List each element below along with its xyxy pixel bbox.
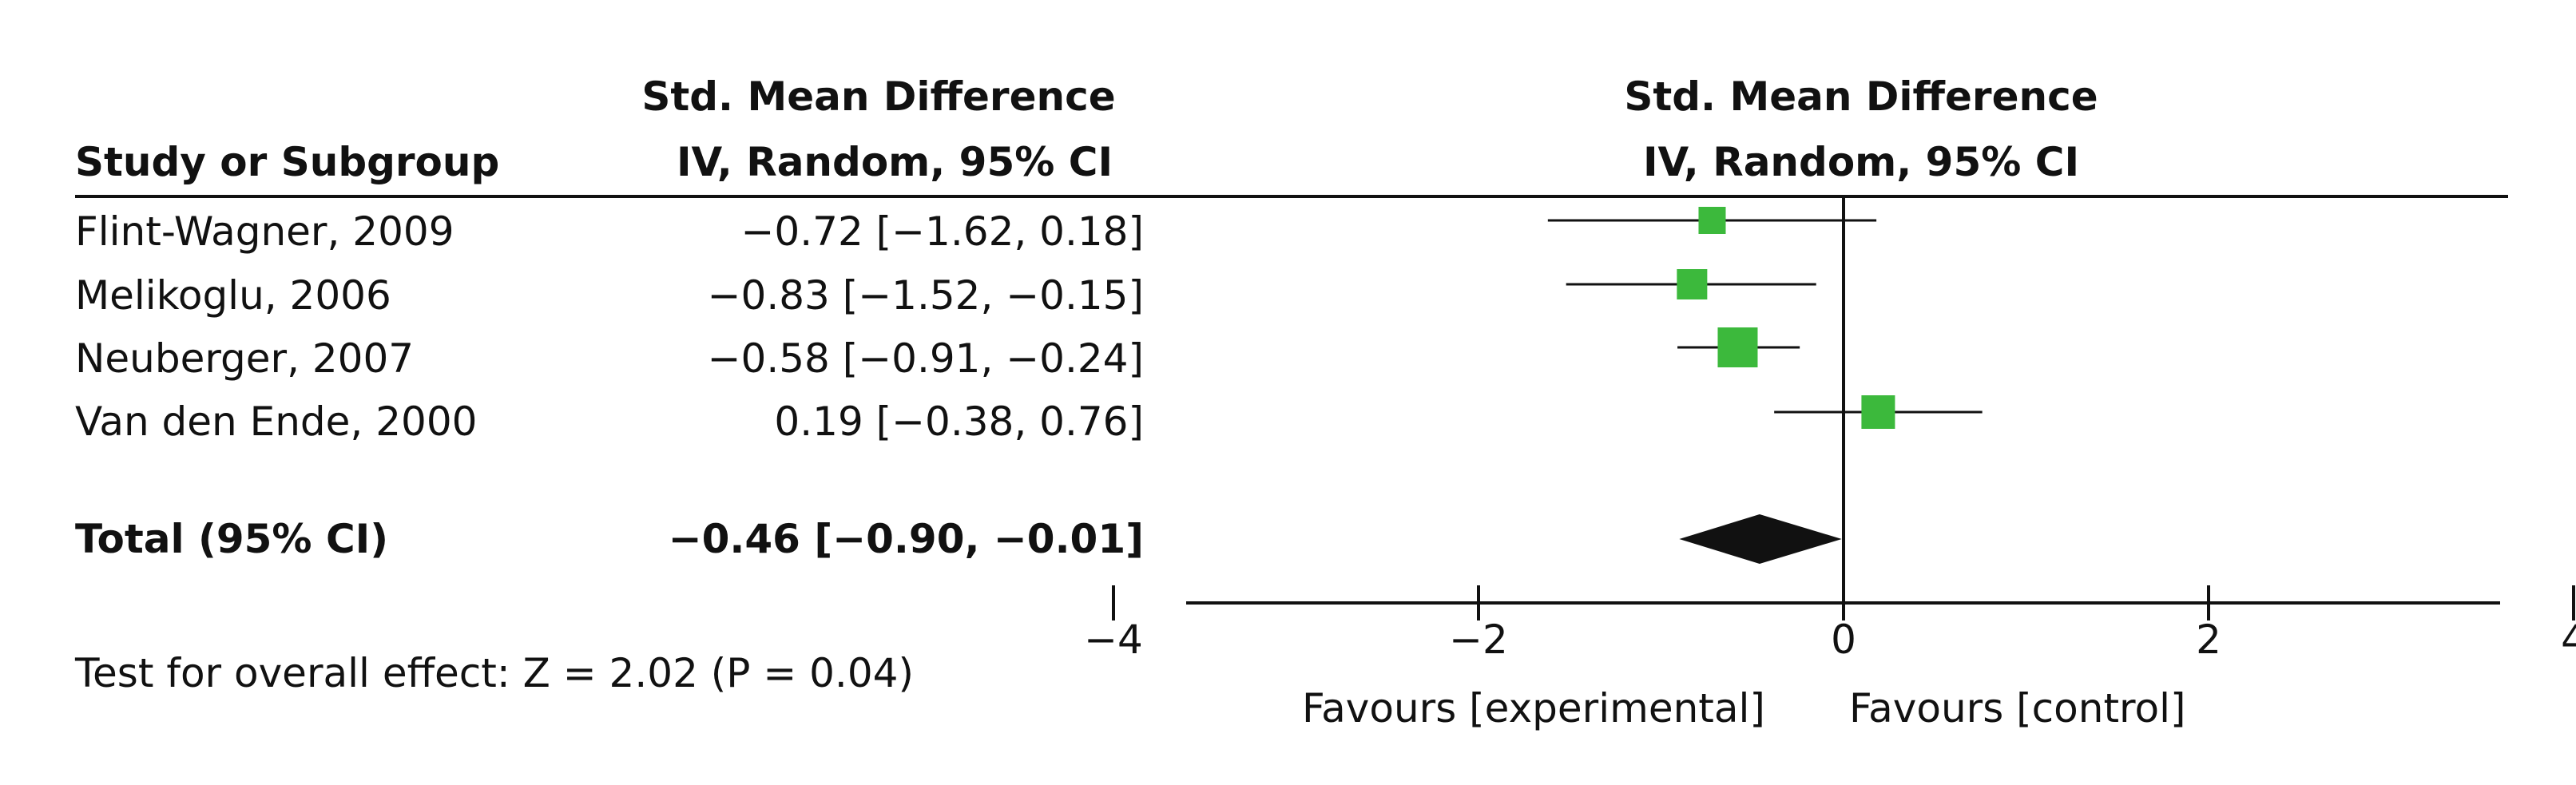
- effect-column-header-line1: Std. Mean Difference: [641, 73, 1116, 120]
- study-marker-4: [1861, 395, 1895, 429]
- overall-effect-text: Test for overall effect: Z = 2.02 (P = 0…: [75, 650, 914, 696]
- x-tick-label-4: 2: [2196, 617, 2221, 663]
- plot-column-header-line1: Std. Mean Difference: [1624, 73, 2098, 120]
- study-marker-2: [1677, 269, 1708, 299]
- total-label: Total (95% CI): [75, 516, 389, 562]
- total-diamond: [1679, 514, 1842, 564]
- plot-column-header-line2: IV, Random, 95% CI: [1642, 139, 2080, 185]
- total-ci: −0.46 [−0.90, −0.01]: [668, 516, 1144, 562]
- study-column-header: Study or Subgroup: [75, 139, 500, 185]
- study-marker-3: [1717, 327, 1758, 367]
- study-ci-1: −0.72 [−1.62, 0.18]: [740, 208, 1144, 255]
- favours-experimental-label: Favours [experimental]: [1302, 685, 1765, 731]
- x-tick-label-1: −4: [1084, 617, 1143, 663]
- study-marker-1: [1698, 207, 1726, 234]
- study-ci-4: 0.19 [−0.38, 0.76]: [774, 398, 1144, 445]
- study-name-4: Van den Ende, 2000: [75, 398, 478, 445]
- study-ci-3: −0.58 [−0.91, −0.24]: [707, 335, 1144, 382]
- x-tick-label-3: 0: [1831, 617, 1856, 663]
- x-tick-label-5: 4: [2561, 617, 2576, 663]
- study-name-3: Neuberger, 2007: [75, 335, 415, 382]
- study-name-2: Melikoglu, 2006: [75, 272, 391, 319]
- study-ci-2: −0.83 [−1.52, −0.15]: [707, 272, 1144, 319]
- x-tick-label-2: −2: [1449, 617, 1508, 663]
- favours-control-label: Favours [control]: [1849, 685, 2186, 731]
- effect-column-header-line2: IV, Random, 95% CI: [676, 139, 1113, 185]
- study-name-1: Flint-Wagner, 2009: [75, 208, 454, 255]
